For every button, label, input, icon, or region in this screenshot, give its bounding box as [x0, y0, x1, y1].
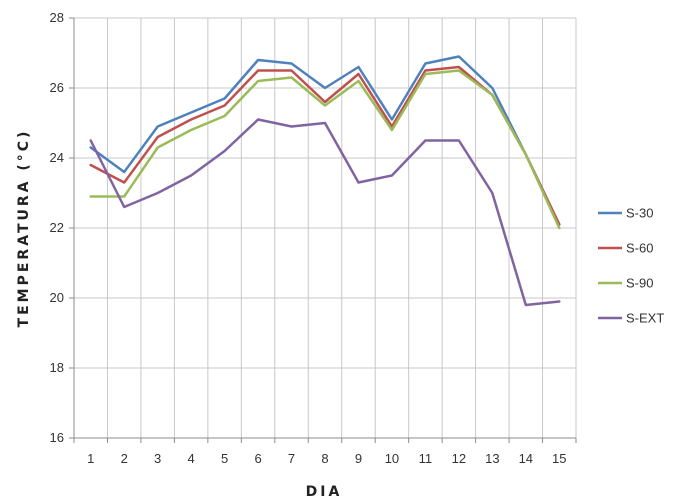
- legend-label-s-ext: S-EXT: [626, 311, 664, 326]
- x-tick-label: 5: [221, 451, 228, 466]
- x-tick-labels: 1 2 3 4 5 6 7 8 9 10 11 12 13 14 15: [87, 451, 566, 466]
- y-tick-label: 26: [50, 80, 64, 95]
- y-tick-labels: 16 18 20 22 24 26 28: [50, 10, 64, 445]
- x-tick-label: 9: [355, 451, 362, 466]
- x-tick-label: 1: [87, 451, 94, 466]
- x-tick-label: 7: [288, 451, 295, 466]
- x-tick-label: 4: [188, 451, 195, 466]
- legend: S-30 S-60 S-90 S-EXT: [598, 206, 664, 326]
- x-tick-label: 12: [452, 451, 466, 466]
- y-axis-title: TEMPERATURA (°C): [16, 129, 32, 328]
- x-tick-label: 10: [385, 451, 399, 466]
- y-tick-label: 20: [50, 290, 64, 305]
- x-tick-label: 11: [419, 451, 433, 466]
- x-tick-label: 6: [254, 451, 261, 466]
- y-tick-label: 22: [50, 220, 64, 235]
- legend-label-s-30: S-30: [626, 206, 653, 221]
- legend-label-s-60: S-60: [626, 241, 653, 256]
- series-line-s-ext: [89, 118, 561, 307]
- x-tick-label: 13: [485, 451, 499, 466]
- axes: [69, 17, 577, 443]
- x-tick-label: 2: [121, 451, 128, 466]
- y-tick-label: 28: [50, 10, 64, 25]
- legend-label-s-90: S-90: [626, 276, 653, 291]
- x-tick-label: 3: [154, 451, 161, 466]
- series-line-s-90: [89, 69, 561, 230]
- y-tick-label: 18: [50, 360, 64, 375]
- grid-lines: [73, 17, 577, 439]
- x-tick-label: 8: [321, 451, 328, 466]
- y-tick-label: 16: [50, 430, 64, 445]
- x-tick-label: 14: [519, 451, 533, 466]
- x-tick-label: 15: [552, 451, 566, 466]
- series-lines: [89, 55, 561, 307]
- series-line-s-30: [89, 55, 561, 226]
- x-axis-title: DIA: [306, 484, 343, 500]
- y-tick-label: 24: [50, 150, 64, 165]
